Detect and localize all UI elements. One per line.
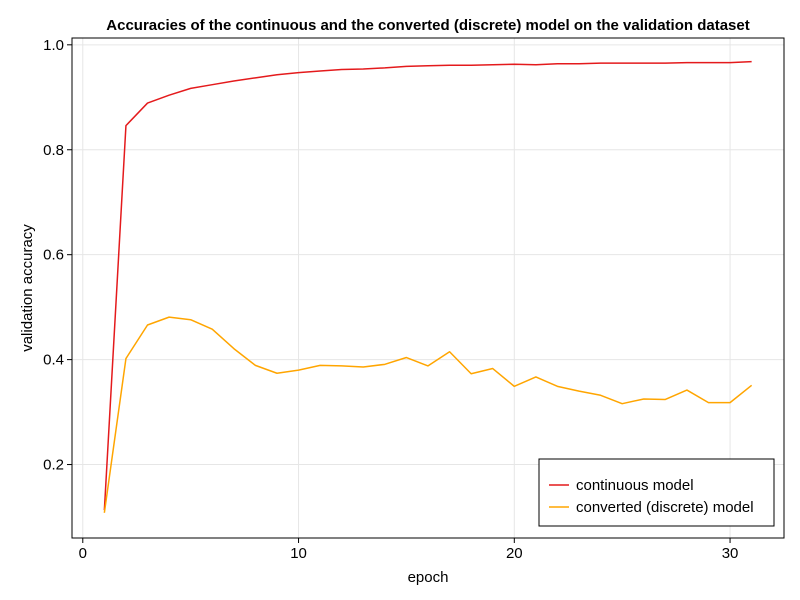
legend-entry-continuous: continuous model xyxy=(576,477,694,494)
grid xyxy=(72,38,784,538)
legend-box xyxy=(538,458,775,527)
chart-title: Accuracies of the continuous and the con… xyxy=(106,17,749,34)
y-tick-label: 0.2 xyxy=(43,457,64,474)
plot-frame xyxy=(71,37,785,539)
y-tick-label: 0.4 xyxy=(43,352,64,369)
x-tick-label: 0 xyxy=(79,545,87,562)
axis-ticks: 0 10 20 30 0.2 0.4 0.6 0.8 1.0 xyxy=(43,37,738,562)
legend: continuous model converted (discrete) mo… xyxy=(538,458,775,527)
y-tick-label: 0.8 xyxy=(43,142,64,159)
y-tick-label: 1.0 xyxy=(43,37,64,54)
x-tick-label: 10 xyxy=(290,545,307,562)
x-tick-label: 20 xyxy=(506,545,523,562)
x-tick-label: 30 xyxy=(722,545,739,562)
legend-entry-converted: converted (discrete) model xyxy=(576,499,754,516)
plot-area xyxy=(103,60,753,513)
series-line-1 xyxy=(103,316,753,513)
series-line-0 xyxy=(103,60,752,511)
x-axis-label: epoch xyxy=(408,569,449,586)
y-tick-label: 0.6 xyxy=(43,247,64,264)
y-axis-label: validation accuracy xyxy=(19,224,36,352)
